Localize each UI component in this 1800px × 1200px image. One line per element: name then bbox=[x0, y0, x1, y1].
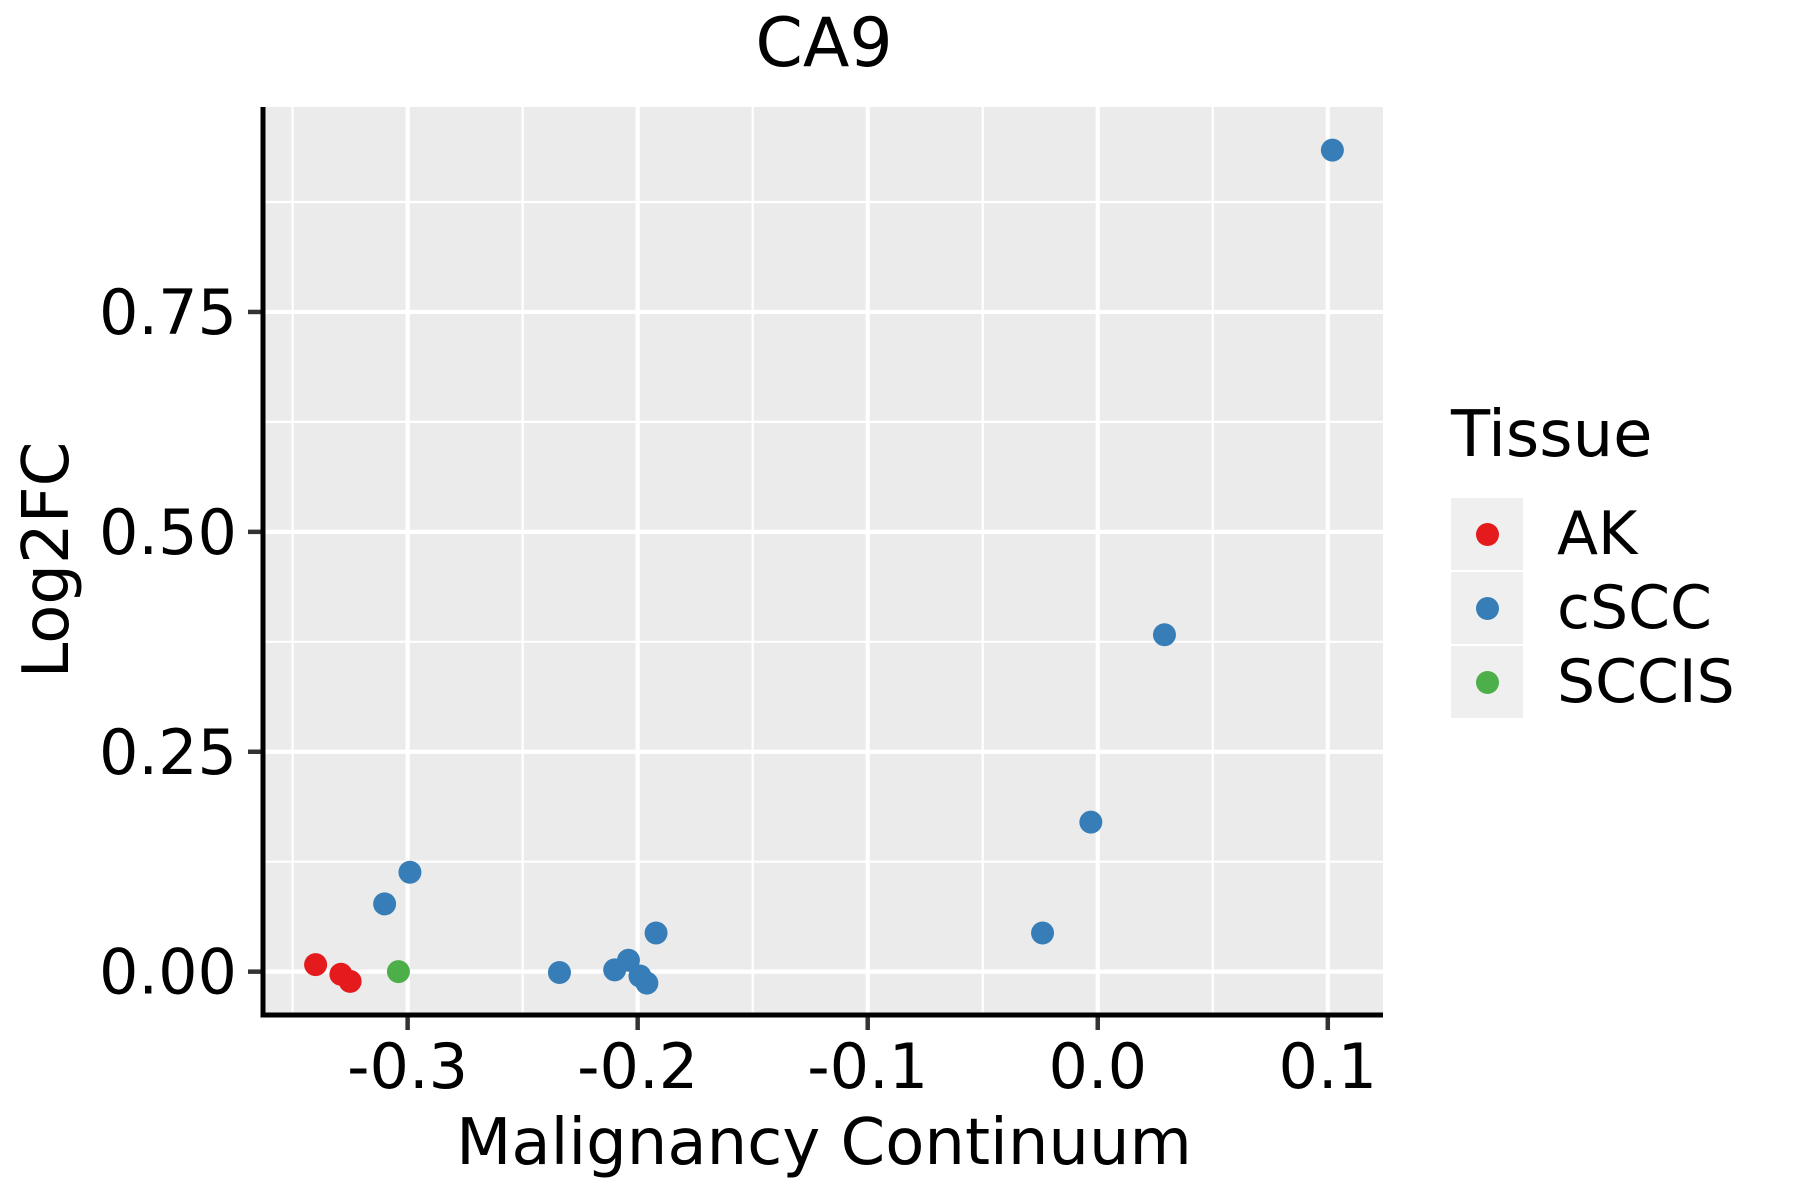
legend-dot-icon bbox=[1475, 596, 1499, 620]
legend-title: Tissue bbox=[1451, 398, 1653, 472]
legend-dot-icon bbox=[1475, 522, 1499, 546]
y-tick-label: 0.00 bbox=[99, 936, 237, 1009]
data-point-cSCC bbox=[1152, 623, 1176, 647]
legend-item-ak: AK bbox=[1451, 498, 1735, 570]
x-tick-label: -0.2 bbox=[577, 1030, 698, 1103]
data-point-cSCC bbox=[644, 921, 668, 945]
data-point-AK bbox=[338, 969, 362, 993]
legend-item-sccis: SCCIS bbox=[1451, 646, 1735, 718]
data-point-cSCC bbox=[616, 948, 640, 972]
x-tick-label: 0.1 bbox=[1278, 1030, 1377, 1103]
legend-items: AK cSCC SCCIS bbox=[1451, 498, 1735, 718]
panel-background bbox=[265, 107, 1383, 1013]
y-tick-label: 0.75 bbox=[99, 276, 237, 349]
x-tick-label: 0.0 bbox=[1048, 1030, 1147, 1103]
legend-label: SCCIS bbox=[1557, 647, 1735, 717]
data-point-cSCC bbox=[1320, 138, 1344, 162]
data-point-cSCC bbox=[1079, 810, 1103, 834]
y-axis-title: Log2FC bbox=[10, 441, 84, 679]
legend-label: cSCC bbox=[1557, 573, 1712, 643]
legend-key bbox=[1451, 646, 1523, 718]
data-point-cSCC bbox=[635, 971, 659, 995]
x-tick-label: -0.3 bbox=[347, 1030, 468, 1103]
legend-label: AK bbox=[1557, 499, 1638, 569]
legend: Tissue AK cSCC SCCIS bbox=[1451, 398, 1735, 720]
chart-title: CA9 bbox=[755, 4, 893, 83]
x-tick-label: -0.1 bbox=[807, 1030, 928, 1103]
legend-key bbox=[1451, 572, 1523, 644]
y-tick-label: 0.50 bbox=[99, 496, 237, 569]
y-tick-label: 0.25 bbox=[99, 716, 237, 789]
data-point-AK bbox=[304, 953, 328, 977]
data-point-cSCC bbox=[547, 961, 571, 985]
data-point-cSCC bbox=[1031, 921, 1055, 945]
data-point-cSCC bbox=[373, 892, 397, 916]
legend-item-cscc: cSCC bbox=[1451, 572, 1735, 644]
legend-dot-icon bbox=[1475, 670, 1499, 694]
data-point-cSCC bbox=[398, 860, 422, 884]
legend-key bbox=[1451, 498, 1523, 570]
data-point-SCCIS bbox=[386, 960, 410, 984]
x-axis-title: Malignancy Continuum bbox=[456, 1106, 1192, 1180]
